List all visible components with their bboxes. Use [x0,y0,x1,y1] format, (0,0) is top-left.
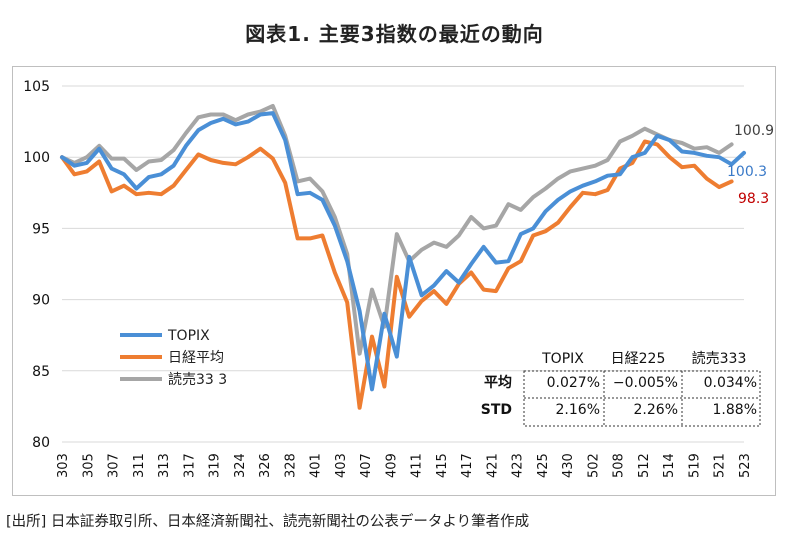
end-value-label: 100.3 [727,164,767,180]
x-tick-label: 307 [107,453,122,478]
x-tick-label: 328 [283,453,298,478]
x-tick-label: 519 [687,453,702,478]
legend-label: 日経平均 [168,350,224,366]
legend-label: TOPIX [167,328,210,344]
x-tick-label: 415 [435,453,450,478]
x-tick-label: 430 [561,453,576,478]
x-tick-label: 423 [511,453,526,478]
x-tick-label: 523 [738,453,753,478]
table-column-header: TOPIX [541,351,584,367]
legend-label: 読売33 3 [168,371,227,388]
source-note: [出所] 日本証券取引所、日本経済新聞社、読売新聞社の公表データより筆者作成 [6,514,530,530]
line-chart: 80 85 90 95 100 105 303 305 307 311 313 317 319 324 32… [23,79,774,478]
x-tick-label: 502 [586,453,601,478]
table-cell: 2.26% [634,402,678,418]
y-tick-label: 90 [32,293,50,309]
y-tick-label: 80 [32,435,50,451]
table-cell: 1.88% [713,402,757,418]
x-tick-label: 409 [384,453,399,478]
y-tick-label: 105 [23,79,50,95]
x-tick-label: 512 [637,453,652,478]
end-value-label: 98.3 [738,191,769,207]
chart-title: 図表1. 主要3指数の最近の動向 [245,22,544,46]
series-line-3 [60,103,734,356]
x-tick-label: 407 [359,453,374,478]
table-cell: 0.034% [704,375,757,391]
table-column-header: 読売333 [692,350,747,367]
x-tick-label: 317 [182,453,197,478]
table-column-header: 日経225 [611,351,666,367]
series-line-2 [60,139,734,410]
x-tick-label: 326 [258,453,273,478]
table-cell: 2.16% [556,402,600,418]
chart-frame [12,66,776,496]
stats-table-border [523,370,761,427]
y-tick-label: 85 [32,364,50,380]
x-tick-label: 305 [81,453,96,478]
x-tick-label: 403 [334,453,349,478]
x-tick-label: 508 [612,453,627,478]
x-tick-label: 514 [662,453,677,478]
x-tick-label: 411 [410,453,425,478]
y-tick-label: 100 [23,150,50,166]
table-cell: 0.027% [547,375,600,391]
series-line-1 [60,111,746,392]
x-tick-label: 521 [713,453,728,478]
x-tick-label: 313 [157,453,172,478]
x-tick-label: 311 [132,453,147,478]
x-tick-label: 417 [460,453,475,478]
x-tick-label: 425 [536,453,551,478]
table-row-label: 平均 [484,374,512,391]
x-tick-label: 401 [309,453,324,478]
x-tick-label: 303 [56,453,71,478]
table-cell: −0.005% [613,375,678,391]
y-tick-label: 95 [32,221,50,237]
x-tick-label: 319 [208,453,223,478]
table-row-label: STD [481,402,512,418]
x-tick-label: 324 [233,453,248,478]
end-value-label: 100.9 [734,123,774,139]
x-tick-label: 421 [485,453,500,478]
